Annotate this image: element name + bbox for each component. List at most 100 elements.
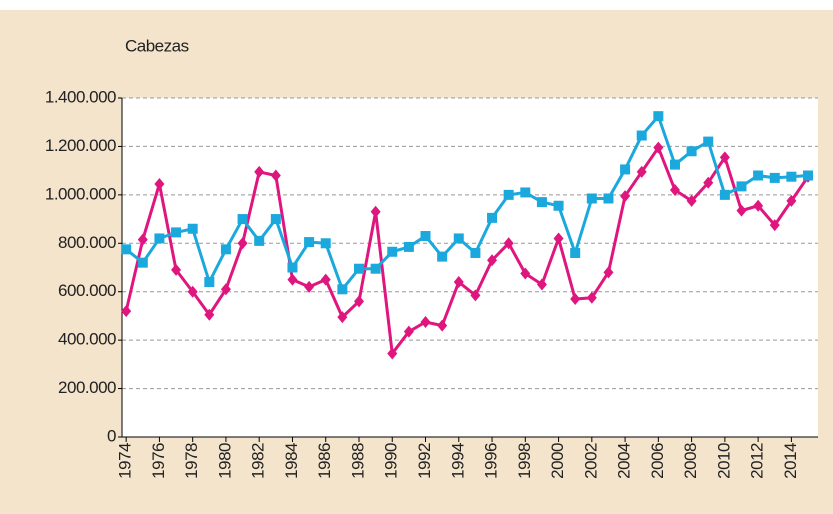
data-point bbox=[420, 315, 431, 328]
data-point bbox=[703, 176, 714, 189]
x-tick-label: 2002 bbox=[581, 443, 600, 479]
data-point bbox=[137, 257, 148, 268]
data-point bbox=[370, 263, 381, 274]
y-axis-title: Cabezas bbox=[125, 36, 189, 55]
data-point bbox=[437, 319, 448, 332]
data-point bbox=[653, 141, 664, 154]
x-tick-label: 1990 bbox=[382, 443, 401, 479]
data-point bbox=[487, 254, 498, 267]
x-tick-label: 2012 bbox=[748, 443, 767, 479]
data-point bbox=[553, 200, 564, 211]
data-point bbox=[769, 219, 780, 232]
data-point bbox=[387, 246, 398, 257]
x-tick-label: 1988 bbox=[348, 443, 367, 479]
data-point bbox=[786, 171, 797, 182]
y-tick-label: 600.000 bbox=[58, 281, 116, 300]
data-point bbox=[387, 347, 398, 360]
y-tick-label: 1.400.000 bbox=[45, 87, 116, 106]
data-point bbox=[403, 241, 414, 252]
data-point bbox=[403, 325, 414, 338]
data-point bbox=[603, 193, 614, 204]
x-tick-label: 1980 bbox=[215, 443, 234, 479]
data-point bbox=[503, 237, 514, 250]
x-tick-label: 1982 bbox=[249, 443, 268, 479]
data-point bbox=[270, 214, 281, 225]
data-point bbox=[337, 311, 348, 324]
data-point bbox=[171, 227, 182, 238]
data-point bbox=[237, 214, 248, 225]
data-point bbox=[154, 177, 165, 190]
y-tick-label: 200.000 bbox=[58, 378, 116, 397]
data-point bbox=[636, 130, 647, 141]
data-point bbox=[137, 233, 148, 246]
data-point bbox=[536, 197, 547, 208]
data-point bbox=[553, 232, 564, 245]
data-point bbox=[187, 223, 198, 234]
data-point bbox=[254, 165, 265, 178]
x-tick-label: 1998 bbox=[515, 443, 534, 479]
data-point bbox=[353, 295, 364, 308]
x-tick-label: 1976 bbox=[149, 443, 168, 479]
data-point bbox=[570, 292, 581, 305]
data-point bbox=[320, 273, 331, 286]
data-point bbox=[786, 194, 797, 207]
data-point bbox=[536, 278, 547, 291]
data-point bbox=[121, 244, 132, 255]
data-point bbox=[686, 194, 697, 207]
data-point bbox=[803, 170, 814, 181]
data-point bbox=[304, 237, 315, 248]
data-point bbox=[420, 231, 431, 242]
data-point bbox=[719, 189, 730, 200]
data-point bbox=[220, 244, 231, 255]
x-tick-label: 2010 bbox=[714, 443, 733, 479]
data-point bbox=[121, 305, 132, 318]
x-tick-label: 2006 bbox=[648, 443, 667, 479]
data-point bbox=[337, 284, 348, 295]
data-point bbox=[620, 190, 631, 203]
data-point bbox=[719, 151, 730, 164]
series-line bbox=[124, 144, 810, 358]
x-tick-label: 2004 bbox=[615, 443, 634, 479]
data-point bbox=[453, 276, 464, 289]
data-point bbox=[304, 280, 315, 293]
x-tick-label: 1994 bbox=[448, 443, 467, 479]
data-point bbox=[470, 289, 481, 302]
x-tick-label: 1974 bbox=[116, 443, 135, 479]
x-tick-label: 1978 bbox=[182, 443, 201, 479]
data-point bbox=[320, 238, 331, 249]
x-tick-label: 2008 bbox=[681, 443, 700, 479]
y-tick-label: 1.000.000 bbox=[45, 184, 116, 203]
data-point bbox=[520, 267, 531, 280]
data-point bbox=[487, 212, 498, 223]
data-point bbox=[171, 263, 182, 276]
plot-area bbox=[122, 98, 818, 437]
data-point bbox=[753, 170, 764, 181]
data-point bbox=[370, 205, 381, 218]
x-tick-label: 1986 bbox=[315, 443, 334, 479]
data-point bbox=[220, 283, 231, 296]
x-tick-label: 1992 bbox=[415, 443, 434, 479]
data-point bbox=[470, 247, 481, 258]
data-point bbox=[237, 237, 248, 250]
y-tick-label: 400.000 bbox=[58, 330, 116, 349]
y-tick-label: 800.000 bbox=[58, 233, 116, 252]
data-point bbox=[736, 204, 747, 217]
data-point bbox=[703, 136, 714, 147]
y-tick-label: 1.200.000 bbox=[45, 136, 116, 155]
data-point bbox=[204, 308, 215, 321]
data-point bbox=[653, 111, 664, 122]
data-point bbox=[270, 169, 281, 182]
x-tick-label: 2014 bbox=[781, 443, 800, 479]
data-point bbox=[586, 193, 597, 204]
data-point bbox=[437, 251, 448, 262]
data-point bbox=[254, 235, 265, 246]
data-point bbox=[570, 247, 581, 258]
x-tick-label: 1984 bbox=[282, 443, 301, 479]
data-point bbox=[586, 291, 597, 304]
data-point bbox=[603, 266, 614, 279]
data-point bbox=[204, 277, 215, 288]
data-point bbox=[287, 262, 298, 273]
data-point bbox=[503, 189, 514, 200]
data-point bbox=[669, 184, 680, 197]
